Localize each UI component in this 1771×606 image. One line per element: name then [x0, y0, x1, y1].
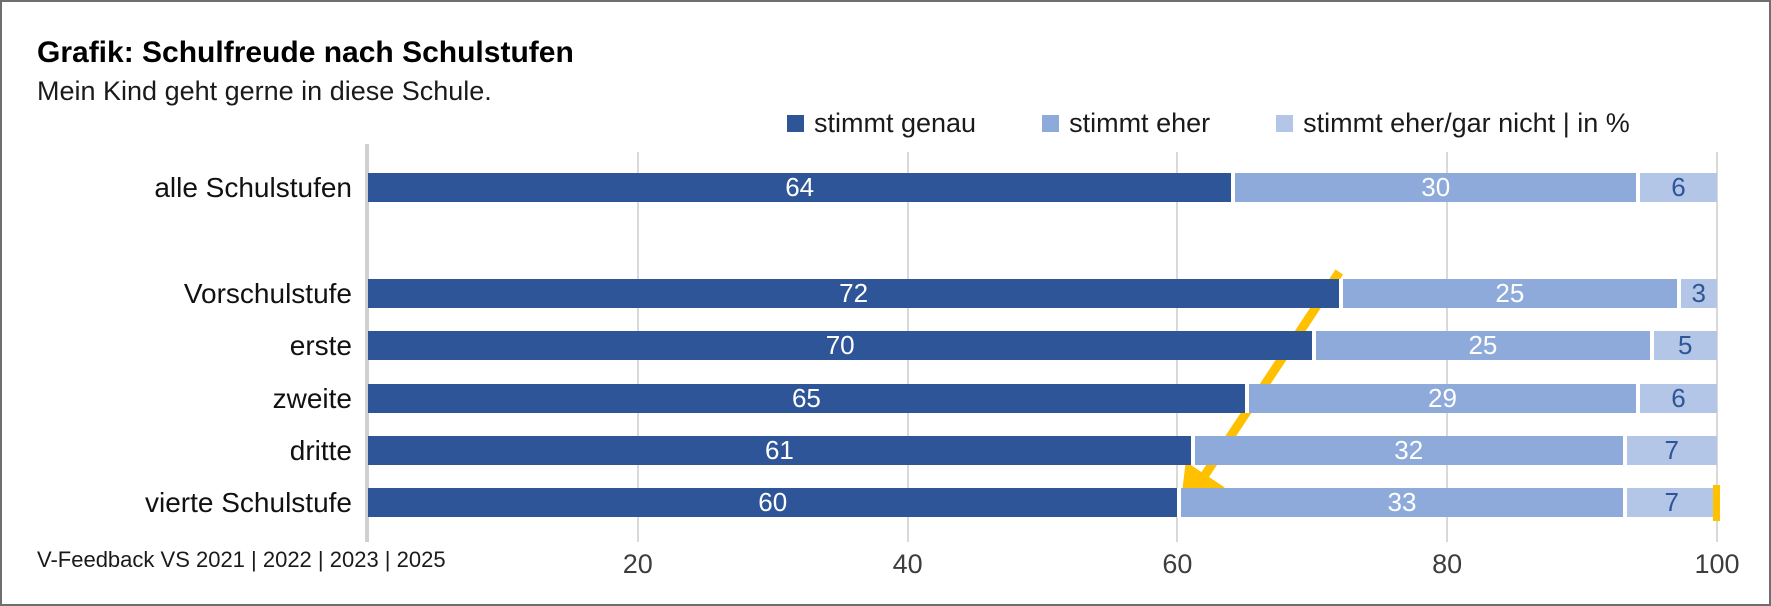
bar-segment-stimmt-genau: 72 [368, 279, 1340, 308]
bar-segment-stimmt-eher: 33 [1177, 488, 1623, 517]
bar-segment-stimmt-genau: 70 [368, 331, 1313, 361]
plot-area: 20 40 60 80 100 alle Schulstufen 64 30 6 Vorschul… [145, 144, 1740, 579]
legend-item-2: stimmt eher [1042, 108, 1210, 139]
category-label: Vorschulstufe [183, 278, 352, 309]
bar-row-2: Vorschulstufe 72 25 3 [184, 279, 1717, 308]
bar-segment-stimmt-genau: 65 [368, 383, 1245, 413]
bar-segment-stimmt-genau: 61 [368, 435, 1191, 465]
legend-swatch-icon [1276, 114, 1294, 132]
end-marker [1713, 485, 1720, 521]
legend-swatch-icon [1042, 114, 1060, 132]
gridline-100 [1716, 152, 1718, 542]
x-tick-80: 80 [1432, 549, 1463, 579]
x-tick-60: 60 [1162, 549, 1193, 579]
bar-segment-stimmt-genau: 64 [368, 173, 1232, 202]
bar-segment-stimmt-eher: 25 [1339, 279, 1677, 308]
category-label: erste [289, 330, 352, 362]
bar-segment-stimmt-eher-gar-nicht: 6 [1636, 383, 1717, 413]
bar-row-5: dritte 61 32 7 [290, 435, 1717, 465]
bar-segment-stimmt-eher-gar-nicht: 7 [1622, 435, 1717, 465]
x-tick-40: 40 [892, 549, 923, 579]
category-label: alle Schulstufen [154, 172, 352, 203]
legend-label: stimmt genau [814, 107, 977, 138]
category-label: vierte Schulstufe [145, 487, 352, 518]
bar-segment-stimmt-eher-gar-nicht: 7 [1622, 488, 1717, 517]
bar-segment-stimmt-genau: 60 [368, 488, 1178, 517]
bar-segment-stimmt-eher: 29 [1244, 383, 1637, 413]
legend-label: stimmt eher/gar nicht | in % [1303, 107, 1630, 138]
bar-segment-stimmt-eher: 25 [1312, 331, 1650, 361]
legend-swatch-icon [787, 114, 804, 132]
legend-label: stimmt eher [1069, 107, 1211, 138]
bar-segment-stimmt-eher: 32 [1190, 435, 1623, 465]
chart-title: Grafik: Schulfreude nach Schulstufen [37, 36, 574, 69]
bar-row-1: alle Schulstufen 64 30 6 [154, 173, 1717, 202]
y-axis-line [365, 144, 369, 542]
x-tick-20: 20 [622, 549, 653, 579]
source-note: V-Feedback VS 2021 | 2022 | 2023 | 2025 [37, 547, 446, 572]
bar-segment-stimmt-eher-gar-nicht: 5 [1649, 331, 1717, 361]
chart-subtitle: Mein Kind geht gerne in diese Schule. [37, 76, 492, 106]
legend: stimmt genau stimmt eher stimmt eher/gar n… [787, 106, 1630, 140]
bar-segment-stimmt-eher: 30 [1231, 173, 1637, 202]
bar-segment-stimmt-eher-gar-nicht: 6 [1636, 173, 1717, 202]
bar-row-3: erste 70 25 5 [290, 331, 1717, 361]
x-tick-100: 100 [1694, 549, 1740, 579]
bar-segment-stimmt-eher-gar-nicht: 3 [1676, 279, 1717, 308]
category-label: dritte [289, 434, 352, 466]
category-label: zweite [272, 382, 352, 414]
legend-item-1: stimmt genau [787, 108, 976, 139]
bar-row-6: vierte Schulstufe 60 33 7 [145, 488, 1717, 517]
bar-row-4: zweite 65 29 6 [273, 383, 1717, 413]
legend-item-3: stimmt eher/gar nicht | in % [1276, 108, 1630, 139]
